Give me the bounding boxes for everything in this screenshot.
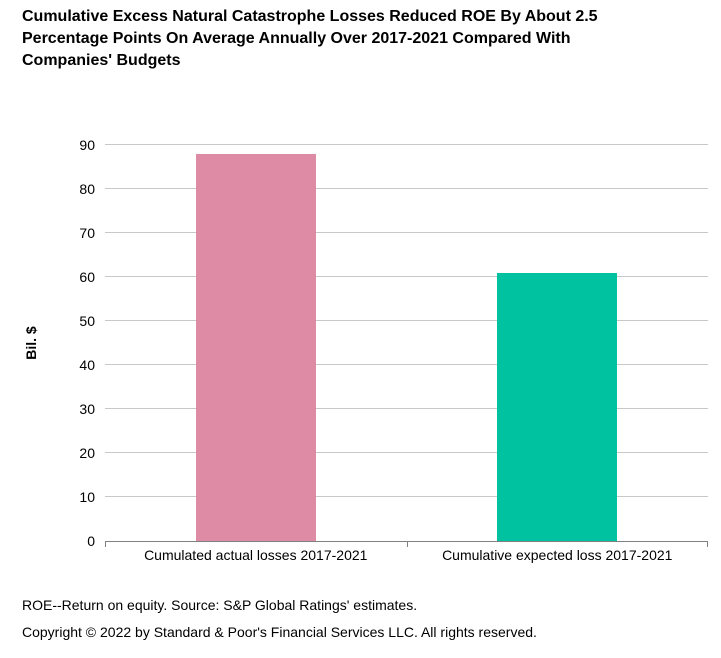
y-tick-label: 70: [79, 225, 95, 241]
gridline: [105, 364, 708, 365]
gridline: [105, 232, 708, 233]
chart-title-line-1: Cumulative Excess Natural Catastrophe Lo…: [22, 8, 598, 25]
gridline: [105, 320, 708, 321]
x-category-label: Cumulated actual losses 2017-2021: [144, 547, 368, 563]
gridline: [105, 452, 708, 453]
y-tick-label: 10: [79, 489, 95, 506]
y-axis-tick-labels: 0 10 20 30 40 50 60 70 80 90: [0, 137, 95, 549]
y-tick-label: 60: [79, 269, 95, 286]
footnote: ROE--Return on equity. Source: S&P Globa…: [22, 597, 418, 613]
y-tick-label: 20: [79, 445, 95, 462]
x-axis-category-labels: Cumulated actual losses 2017-2021 Cumulat…: [105, 547, 708, 565]
y-tick-label: 90: [79, 137, 95, 153]
gridline: [105, 144, 708, 145]
x-axis-tick: [707, 542, 708, 547]
x-category-label: Cumulative expected loss 2017-2021: [442, 547, 673, 563]
x-axis-tick: [406, 542, 408, 547]
y-tick-label: 30: [79, 401, 95, 418]
gridline: [105, 408, 708, 410]
chart-title-line-3: Companies' Budgets: [22, 52, 181, 69]
copyright-notice: Copyright © 2022 by Standard & Poor's Fi…: [22, 624, 537, 640]
chart-title-line-2: Percentage Points On Average Annually Ov…: [22, 30, 571, 47]
y-tick-label: 40: [79, 357, 95, 374]
y-tick-label: 50: [79, 313, 95, 329]
chart-title: Cumulative Excess Natural Catastrophe Lo…: [22, 6, 692, 72]
plot-area: [105, 144, 708, 547]
gridline: [105, 496, 708, 497]
bar: [497, 272, 618, 541]
bar: [195, 153, 316, 541]
y-tick-label: 80: [79, 181, 95, 198]
gridline: [105, 276, 708, 278]
x-axis-tick: [105, 542, 106, 547]
gridline: [105, 188, 708, 189]
y-tick-label: 0: [87, 533, 95, 549]
